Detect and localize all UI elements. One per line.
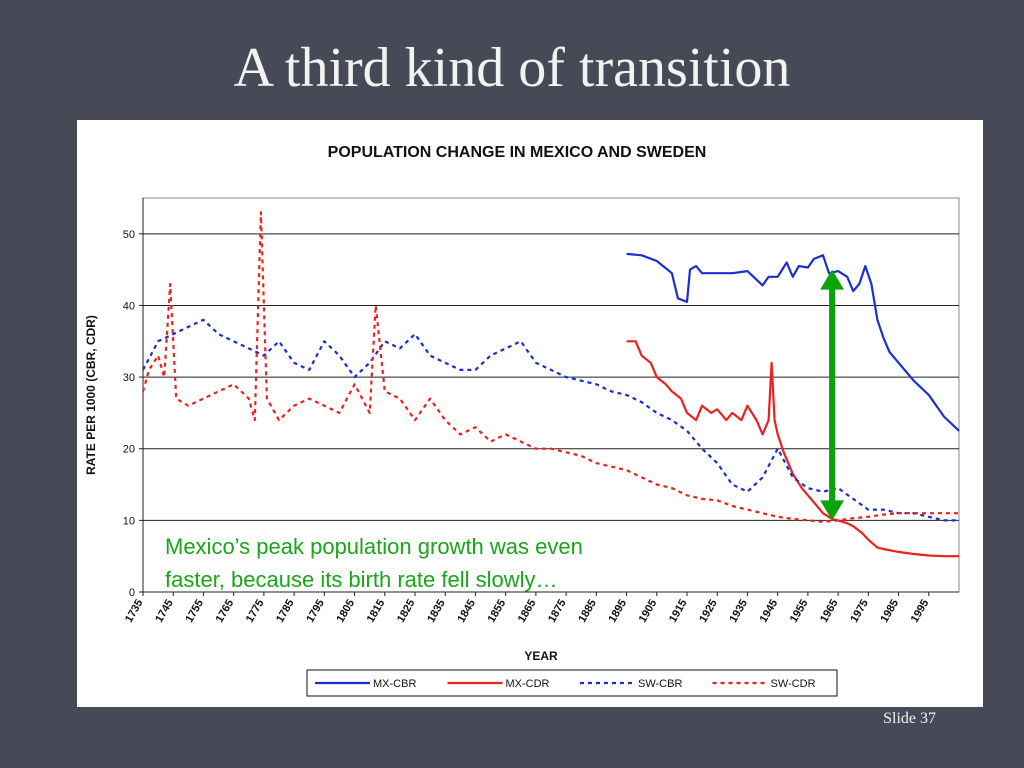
x-tick-label: 1845 bbox=[455, 598, 478, 625]
series-line-mx-cdr bbox=[626, 340, 959, 558]
x-tick-label: 1925 bbox=[697, 598, 720, 625]
x-tick-label: 1735 bbox=[123, 598, 146, 625]
x-tick-label: 1755 bbox=[183, 598, 206, 625]
y-axis-label: RATE PER 1000 (CBR, CDR) bbox=[84, 315, 98, 475]
annotation-line-2: faster, because its birth rate fell slow… bbox=[165, 567, 558, 592]
x-tick-label: 1805 bbox=[335, 598, 358, 625]
x-tick-label: 1935 bbox=[727, 598, 750, 625]
x-tick-label: 1985 bbox=[879, 598, 902, 625]
slide-number: Slide 37 bbox=[883, 710, 936, 727]
x-tick-label: 1915 bbox=[667, 598, 690, 625]
y-tick-label: 10 bbox=[123, 515, 135, 527]
x-tick-label: 1785 bbox=[274, 598, 297, 625]
population-chart: 0 10 20 30 40 50 1735 1745 1755 1765 1775 1785 1795 1… bbox=[84, 197, 960, 697]
x-tick-label: 1855 bbox=[486, 598, 509, 625]
series-layer bbox=[141, 211, 960, 558]
y-tick-label: 40 bbox=[123, 300, 135, 312]
chart-title: POPULATION CHANGE IN MEXICO AND SWEDEN bbox=[327, 144, 707, 161]
x-tick-label: 1965 bbox=[818, 598, 841, 625]
x-tick-label: 1995 bbox=[909, 598, 932, 625]
x-tick-label: 1895 bbox=[607, 598, 630, 625]
legend-layer: MX-CBR MX-CDR SW-CBR SW-CDR bbox=[306, 669, 838, 697]
y-tick-label: 50 bbox=[123, 229, 135, 241]
legend-label-sw-cdr: SW-CDR bbox=[771, 678, 816, 690]
x-tick-label: 1975 bbox=[848, 598, 871, 625]
y-tick-label: 20 bbox=[123, 444, 135, 456]
x-tick-label: 1885 bbox=[576, 598, 599, 625]
arrow-layer bbox=[820, 269, 845, 521]
annotation-line-1: Mexico’s peak population growth was even bbox=[165, 534, 583, 559]
series-line-sw-cdr bbox=[141, 211, 959, 523]
x-tick-label: 1815 bbox=[365, 598, 388, 625]
series-line-mx-cbr bbox=[626, 252, 960, 432]
x-tick-label: 1875 bbox=[546, 598, 569, 625]
x-tick-label: 1955 bbox=[788, 598, 811, 625]
series-line-sw-cbr bbox=[142, 318, 959, 522]
legend-label-mx-cdr: MX-CDR bbox=[506, 678, 550, 690]
legend-box bbox=[306, 669, 838, 697]
x-axis-label: YEAR bbox=[524, 649, 558, 663]
x-tick-label: 1835 bbox=[425, 598, 448, 625]
chart-panel: POPULATION CHANGE IN MEXICO AND SWEDEN 0… bbox=[77, 120, 983, 707]
x-tick-label: 1795 bbox=[304, 598, 327, 625]
y-tick-label: 0 bbox=[129, 587, 135, 599]
annotation-text: Mexico’s peak population growth was even… bbox=[165, 530, 725, 596]
x-tick-label: 1775 bbox=[244, 598, 267, 625]
legend-label-mx-cbr: MX-CBR bbox=[373, 678, 416, 690]
x-tick-label: 1765 bbox=[214, 598, 237, 625]
x-tick-label: 1905 bbox=[637, 598, 660, 625]
y-tick-label: 30 bbox=[123, 372, 135, 384]
x-tick-label: 1745 bbox=[153, 598, 176, 625]
slide-title: A third kind of transition bbox=[233, 37, 791, 99]
arrow-head-top bbox=[820, 269, 845, 290]
x-tick-label: 1825 bbox=[395, 598, 418, 625]
x-tick-label: 1945 bbox=[758, 598, 781, 625]
legend-label-sw-cbr: SW-CBR bbox=[638, 678, 682, 690]
x-tick-label: 1865 bbox=[516, 598, 539, 625]
arrow-head-bottom bbox=[820, 500, 845, 521]
